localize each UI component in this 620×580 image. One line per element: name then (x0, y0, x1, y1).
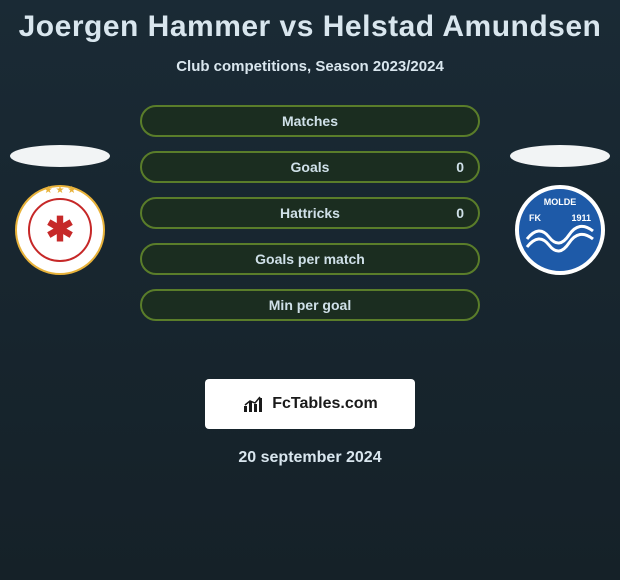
brand-box: FcTables.com (205, 379, 415, 429)
stat-right-value: 0 (456, 205, 464, 221)
stat-right-value: 0 (456, 159, 464, 175)
stat-bar: Min per goal (140, 289, 480, 321)
left-player-ellipse (10, 145, 110, 167)
left-team-crest: ★ ★ ★ ✱ (15, 185, 105, 275)
stat-bar: Goals per match (140, 243, 480, 275)
stat-bar: Matches (140, 105, 480, 137)
crest-stars-icon: ★ ★ ★ (44, 185, 76, 196)
stat-bar: Hattricks 0 (140, 197, 480, 229)
stat-label: Goals per match (255, 251, 365, 267)
stat-label: Goals (291, 159, 330, 175)
crest-star-icon: ✱ (28, 198, 92, 262)
stat-label: Min per goal (269, 297, 351, 313)
crest-top-text: MOLDE (519, 197, 601, 207)
stat-bars: Matches Goals 0 Hattricks 0 Goals per ma… (140, 105, 480, 321)
subtitle: Club competitions, Season 2023/2024 (0, 58, 620, 75)
brand-text: FcTables.com (272, 395, 378, 413)
right-player-ellipse (510, 145, 610, 167)
right-team-column: MOLDE FK 1911 (510, 145, 610, 275)
page-title: Joergen Hammer vs Helstad Amundsen (0, 0, 620, 44)
stat-label: Matches (282, 113, 338, 129)
comparison-content: ★ ★ ★ ✱ MOLDE FK 1911 Matches Goals 0 Ha… (0, 105, 620, 365)
right-team-crest: MOLDE FK 1911 (515, 185, 605, 275)
date-text: 20 september 2024 (0, 449, 620, 467)
brand-chart-icon (242, 394, 266, 414)
crest-right-text: 1911 (571, 213, 591, 223)
stat-bar: Goals 0 (140, 151, 480, 183)
left-team-column: ★ ★ ★ ✱ (10, 145, 110, 275)
stat-label: Hattricks (280, 205, 340, 221)
crest-left-text: FK (529, 213, 541, 223)
